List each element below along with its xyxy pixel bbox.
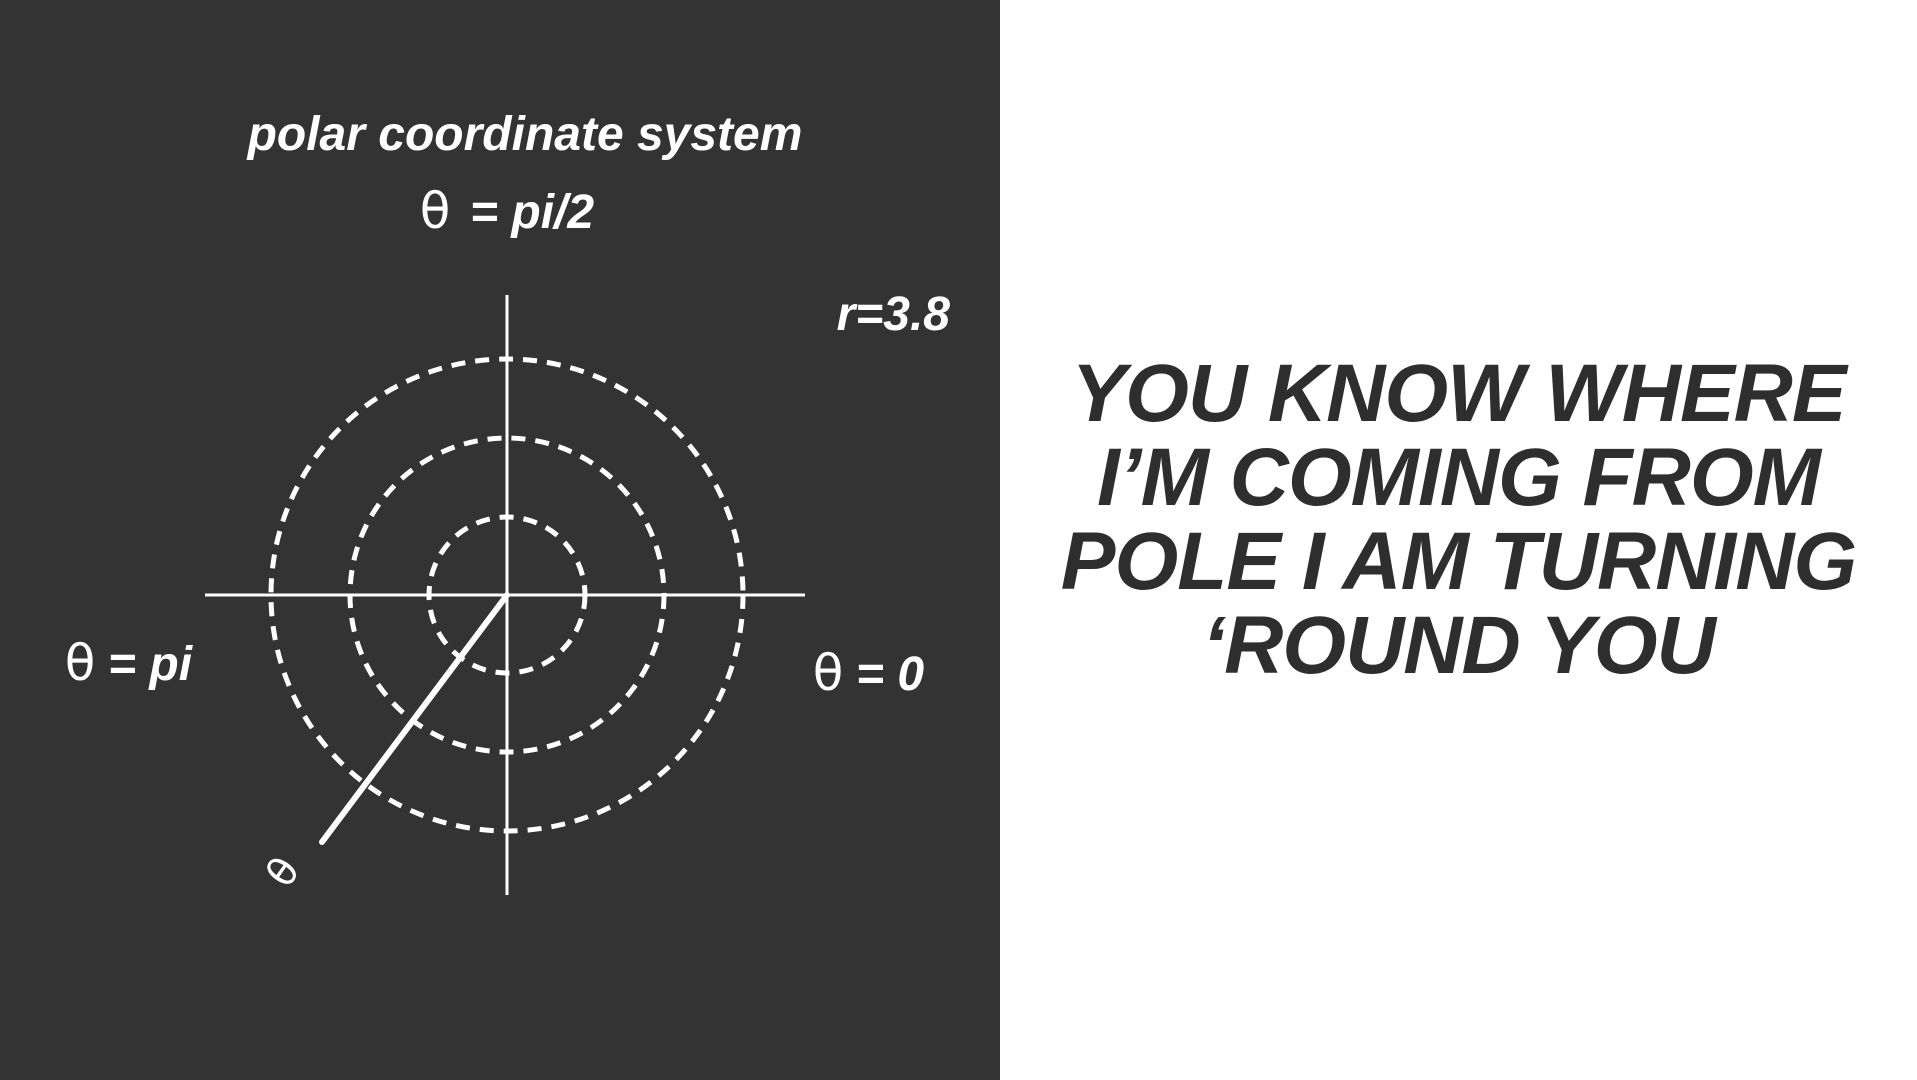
angle-ray (319, 592, 510, 845)
diagram-title: polar coordinate system (246, 108, 803, 161)
inner-circle (426, 514, 588, 676)
outer-circle (268, 356, 746, 834)
lyric-line-2: I’M COMING FROM (1097, 432, 1821, 523)
label-pi-over-2: = pi/2 (470, 186, 594, 239)
middle-circle (347, 435, 667, 755)
polar-coordinate-diagram: polar coordinate system θ = pi/2 r=3.8 θ… (65, 108, 951, 896)
label-zero: = 0 (856, 648, 924, 701)
theta-symbol-top: θ (420, 182, 451, 240)
lyric-line-3: POLE I AM TURNING (1060, 516, 1857, 607)
diagram-panel: polar coordinate system θ = pi/2 r=3.8 θ… (0, 0, 1000, 1080)
lyric-line-4: ‘ROUND YOU (1202, 600, 1715, 691)
lyric-line-1: YOU KNOW WHERE (1071, 348, 1846, 439)
radius-label: r=3.8 (837, 288, 951, 341)
lyrics-panel: YOU KNOW WHERE I’M COMING FROM POLE I AM… (1000, 0, 1917, 1080)
theta-symbol-right: θ (813, 644, 844, 702)
theta-symbol-left: θ (65, 634, 96, 692)
ray-theta-label: θ (257, 849, 309, 895)
label-pi: = pi (108, 638, 194, 691)
lyrics-text: YOU KNOW WHERE I’M COMING FROM POLE I AM… (1000, 352, 1917, 688)
